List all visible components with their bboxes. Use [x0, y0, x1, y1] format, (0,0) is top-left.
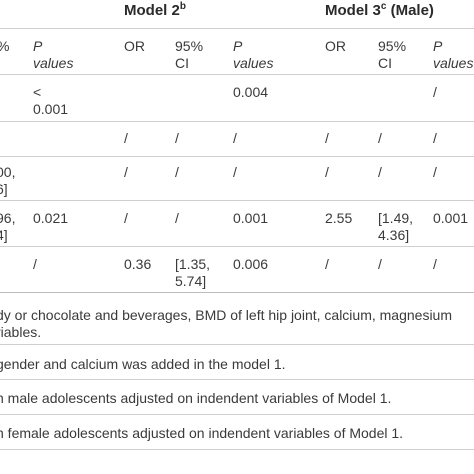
model-3-superscript: c [380, 1, 387, 12]
model-2-header: Model 2b [124, 1, 186, 19]
row-rule-4 [0, 246, 474, 247]
row5-ci-model3: / [378, 256, 382, 272]
col-or-model2: OR [124, 38, 145, 54]
row-rule-3 [0, 200, 474, 201]
col-pct-fragment: % [0, 38, 9, 55]
row4-ci-model2: / [175, 210, 179, 226]
col-or-model3: OR [325, 38, 346, 54]
subheader-rule [0, 74, 474, 75]
row4-or-model3: 2.55 [325, 210, 353, 226]
row5-or-model2: 0.36 [124, 256, 152, 272]
row5-p-values-3: / [433, 256, 437, 272]
footnote-a: dy or chocolate and beverages, BMD of le… [0, 307, 453, 340]
model-2-superscript: b [179, 1, 186, 12]
footnote-rule-1 [0, 344, 474, 345]
row2-or-model2: / [124, 130, 128, 146]
row2-or-model3: / [325, 130, 329, 146]
row4-or-model2: / [124, 210, 128, 226]
row-rule-1 [0, 121, 474, 122]
row5-p-values-2: 0.006 [233, 256, 269, 272]
row3-or-model2: / [124, 164, 128, 180]
model-3-header: Model 3c (Male) [325, 1, 434, 19]
footnote-rule-2 [0, 379, 474, 380]
header-rule [0, 28, 474, 29]
row2-ci-model2: / [175, 130, 179, 146]
footnote-rule-4 [0, 449, 474, 450]
row5-or-model3: / [325, 256, 329, 272]
row1-p-values-3: / [433, 84, 437, 100]
footnote-d: n female adolescents adjusted on indende… [0, 425, 404, 441]
row4-ci-model3: [1.49, 4.36] [378, 210, 414, 243]
row3-p-values-3: / [433, 164, 437, 180]
footnote-rule-3 [0, 414, 474, 415]
row5-ci-model2: [1.35, 5.74] [175, 256, 211, 289]
row2-p-values-3: / [433, 130, 437, 146]
row3-ci-model2: / [175, 164, 179, 180]
row2-ci-model3: / [378, 130, 382, 146]
row-rule-2 [0, 156, 474, 157]
row4-left-fragment: 96,4] [0, 210, 16, 243]
row1-p-values-1: <0.001 [33, 84, 69, 117]
row1-p-values-2: 0.004 [233, 84, 269, 100]
footnote-b: gender and calcium was added in the mode… [0, 356, 286, 372]
row3-left-fragment: 00,6] [0, 164, 16, 197]
col-ci-model3: 95% CI [378, 38, 407, 71]
footnote-c: n male adolescents adjusted on indendent… [0, 390, 392, 406]
row5-p-values-1: / [33, 256, 37, 272]
row4-p-values-3: 0.001 [433, 210, 469, 226]
row4-p-values-1: 0.021 [33, 210, 69, 226]
row3-ci-model3: / [378, 164, 382, 180]
row3-or-model3: / [325, 164, 329, 180]
table-bottom-rule [0, 292, 474, 293]
row3-p-values-2: / [233, 164, 237, 180]
col-ci-model2: 95% CI [175, 38, 204, 71]
row4-p-values-2: 0.001 [233, 210, 269, 226]
row2-p-values-2: / [233, 130, 237, 146]
